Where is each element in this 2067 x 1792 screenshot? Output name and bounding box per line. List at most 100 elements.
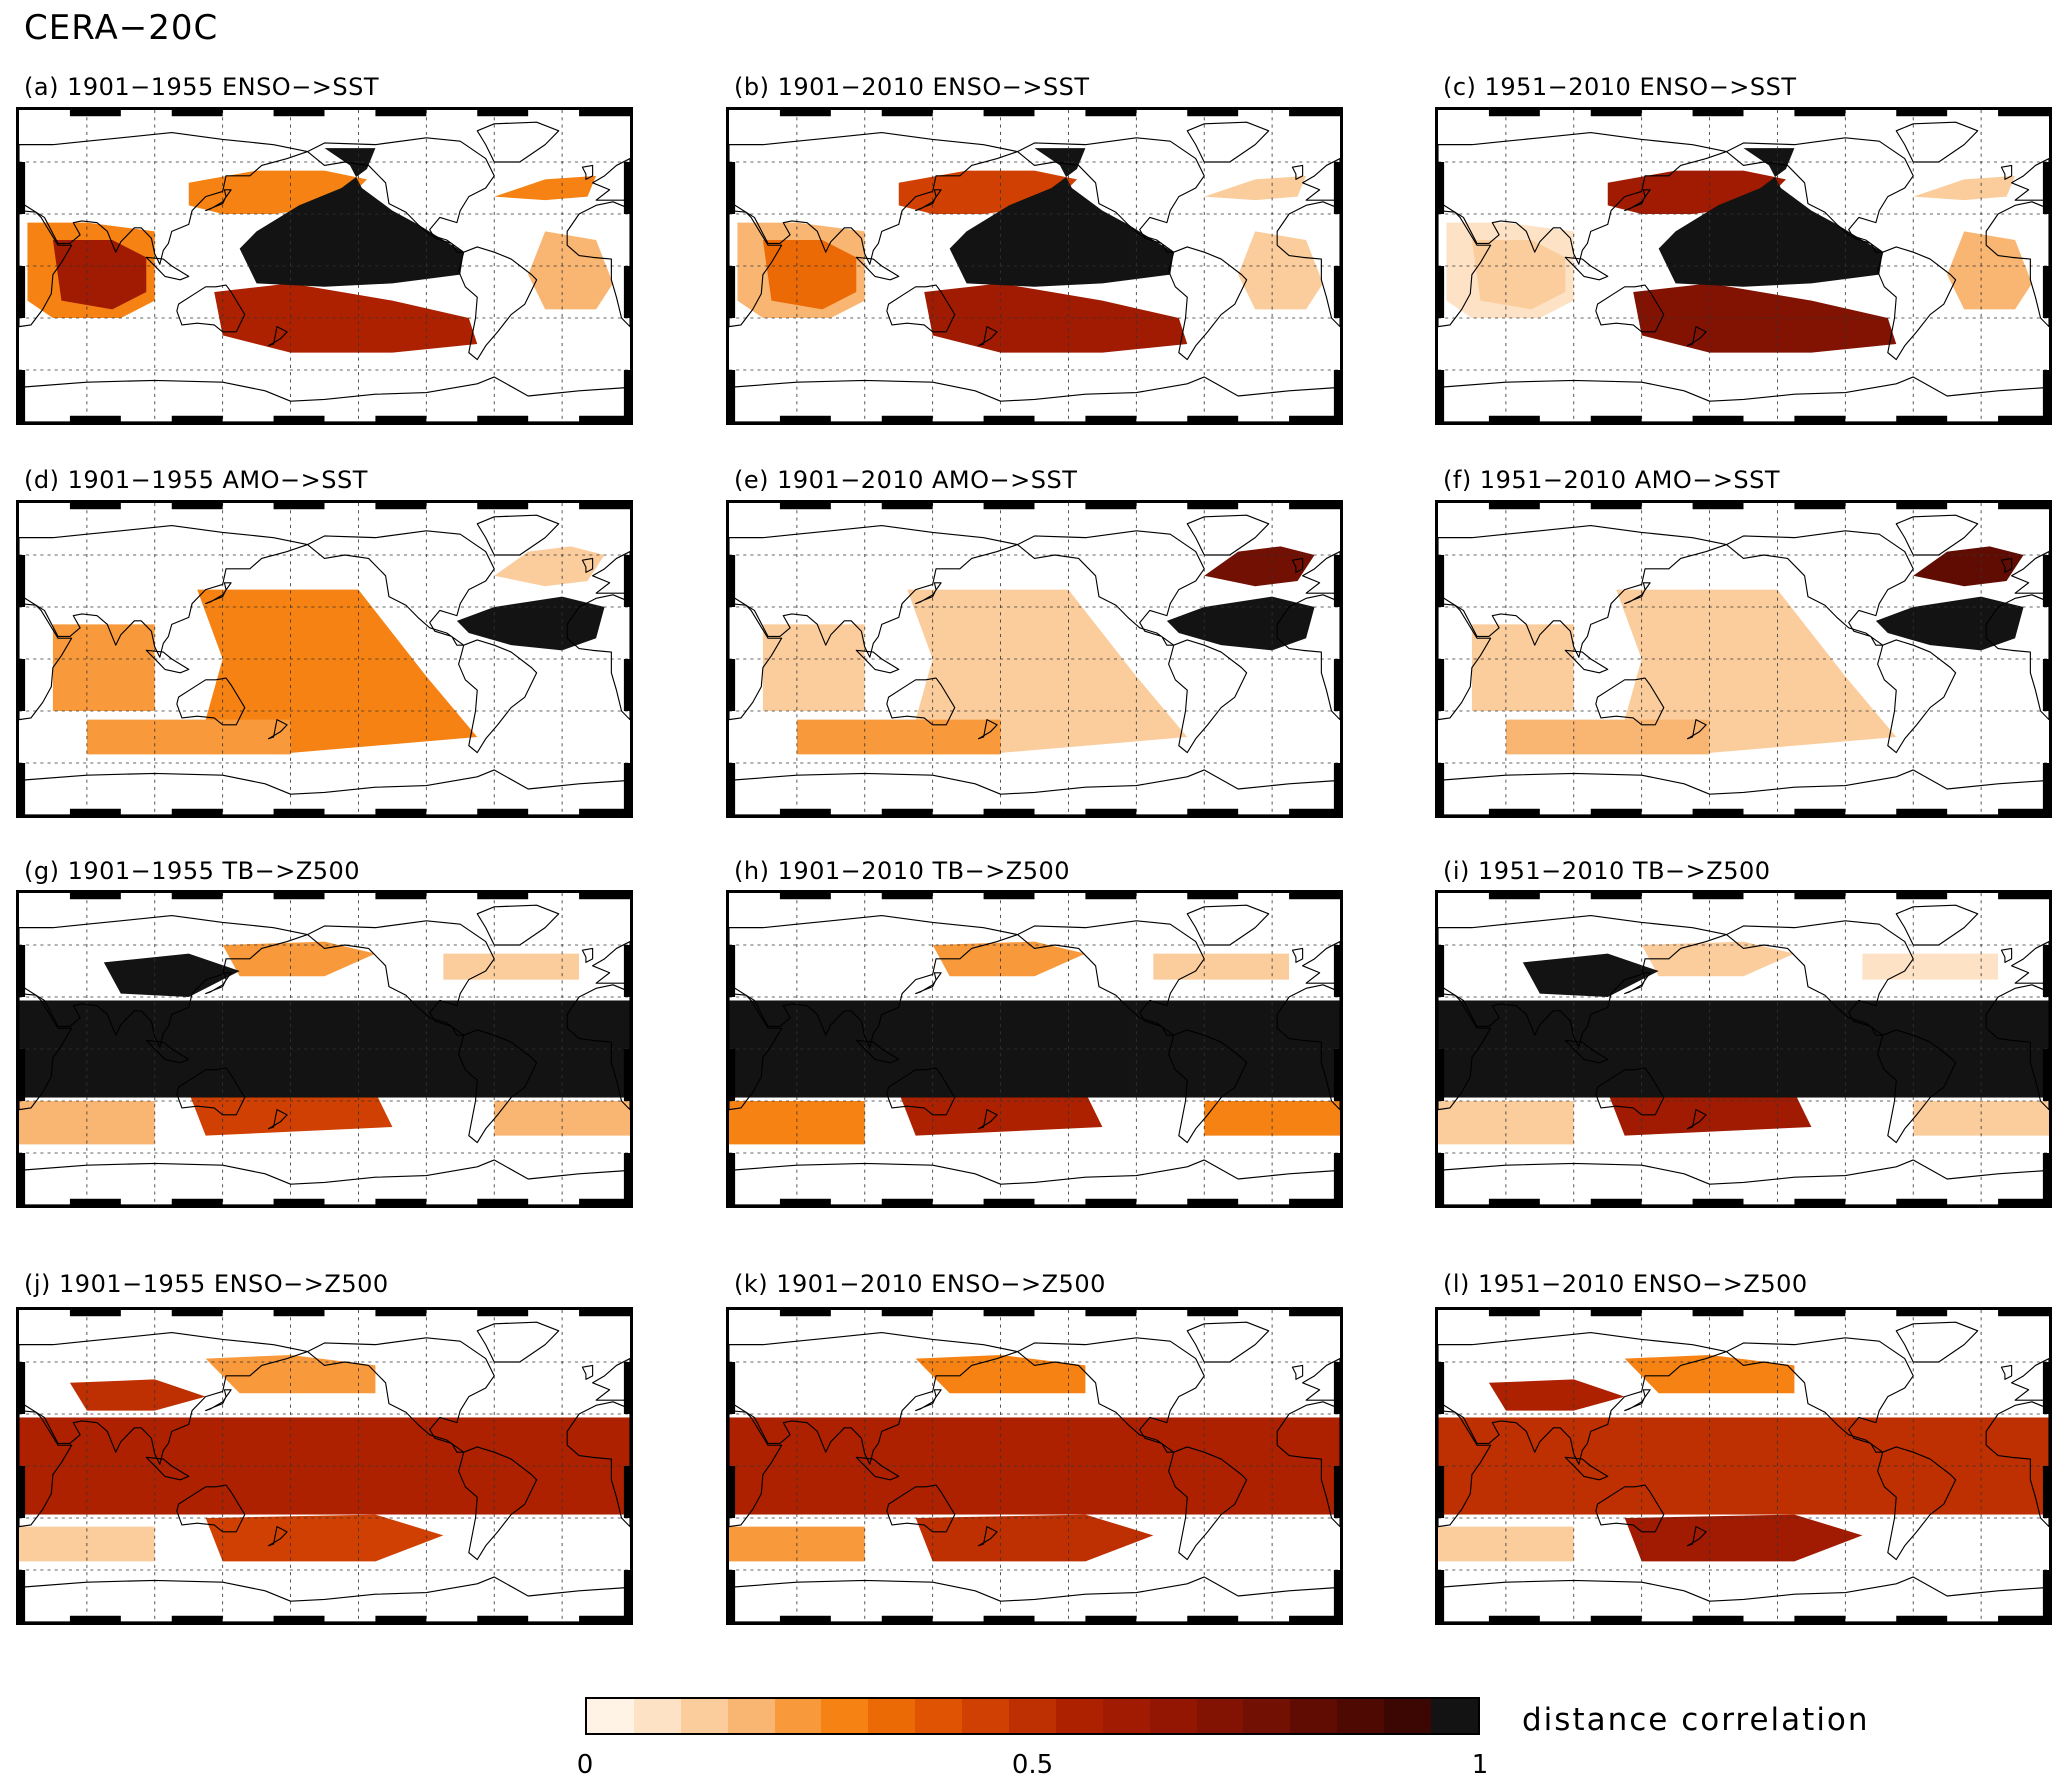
- coastline-japan: [915, 582, 942, 605]
- coastline-eurasia: [19, 914, 309, 1048]
- coastline-europeWest: [1302, 1357, 1340, 1401]
- field-nh-atlantic: [1153, 953, 1290, 980]
- field-south-pacific: [1633, 283, 1897, 353]
- coastline-antarctica: [1438, 1576, 2049, 1622]
- coastline-africa: [729, 209, 783, 328]
- coastline-africaWest: [1985, 1401, 2049, 1528]
- figure-title: CERA−20C: [24, 8, 219, 48]
- coastline-indonesia: [855, 1039, 900, 1064]
- field-pacific: [197, 589, 478, 755]
- coastline-uk: [2000, 947, 2013, 963]
- map-plot: [19, 503, 630, 815]
- coastline-eurasia: [1438, 914, 1728, 1048]
- panel-title: (h) 1901−2010 TB−>Z500: [734, 857, 1071, 885]
- map-plot: [19, 1310, 630, 1622]
- map-panel: [16, 1307, 633, 1625]
- coastline-africa: [729, 992, 783, 1111]
- coastline-japan: [1624, 582, 1651, 605]
- coastline-northAmerica: [306, 137, 495, 253]
- coastline-antarctica: [729, 376, 1340, 422]
- coastline-northAmerica: [1725, 530, 1914, 646]
- field-nh-asia: [1488, 1379, 1625, 1411]
- field-southern-ocean: [86, 719, 291, 755]
- coastline-africaWest: [566, 1401, 630, 1528]
- coastline-greenland: [1895, 904, 1979, 946]
- coastline-newZealand: [977, 719, 998, 740]
- coastline-africaWest: [566, 594, 630, 721]
- coastline-antarctica: [19, 1159, 630, 1205]
- field-southern-ocean: [1505, 719, 1710, 755]
- coastline-africaWest: [1985, 984, 2049, 1111]
- coastline-northAmerica: [1016, 137, 1205, 253]
- coastline-eurasia: [729, 914, 1019, 1048]
- map-plot: [729, 110, 1340, 422]
- coastline-africa: [19, 602, 73, 721]
- coastline-europeWest: [2011, 1357, 2049, 1401]
- panel-title: (g) 1901−1955 TB−>Z500: [24, 857, 361, 885]
- field-indian-core: [52, 240, 147, 310]
- field-asian-patch: [1522, 953, 1659, 997]
- coastline-australia: [1595, 1067, 1665, 1116]
- coastline-northAmerica: [306, 920, 495, 1036]
- coastline-greenland: [1186, 1321, 1270, 1363]
- coastline-southAmerica: [1168, 639, 1248, 754]
- map-plot: [729, 1310, 1340, 1622]
- coastline-northAmerica: [306, 1337, 495, 1453]
- coastline-japan: [915, 972, 942, 995]
- coastline-greenland: [1895, 121, 1979, 163]
- field-southern-ocean: [796, 719, 1001, 755]
- field-enso-core: [239, 148, 464, 287]
- field-tropical-band: [1438, 1417, 2049, 1515]
- coastline-japan: [205, 1389, 232, 1412]
- field-nh-asia: [69, 1379, 206, 1411]
- field-sh-west: [19, 1101, 155, 1145]
- field-tropical-band: [1438, 1000, 2049, 1098]
- field-enso-core: [1658, 148, 1883, 287]
- coastline-antarctica: [729, 769, 1340, 815]
- colorbar-swatch: [1055, 1699, 1103, 1733]
- map-panel: [1435, 500, 2052, 818]
- coastline-africa: [19, 1409, 73, 1528]
- panel-title: (e) 1901−2010 AMO−>SST: [734, 466, 1078, 494]
- field-north-atlantic: [1913, 175, 2016, 201]
- coastline-australia: [886, 677, 956, 726]
- coastline-europeWest: [592, 550, 630, 594]
- coastline-uk: [2000, 1364, 2013, 1380]
- coastline-africa: [729, 602, 783, 721]
- colorbar-swatch: [1431, 1699, 1478, 1733]
- panel-title: (c) 1951−2010 ENSO−>SST: [1443, 73, 1797, 101]
- map-plot: [19, 110, 630, 422]
- field-south-pacific: [214, 283, 478, 353]
- coastline-antarctica: [729, 1159, 1340, 1205]
- coastline-southAmerica: [1877, 246, 1957, 361]
- coastline-eurasia: [1438, 524, 1728, 658]
- coastline-uk: [581, 1364, 594, 1380]
- coastline-northAmerica: [1725, 920, 1914, 1036]
- coastline-greenland: [476, 514, 560, 556]
- coastline-japan: [205, 972, 232, 995]
- coastline-uk: [1291, 557, 1304, 573]
- coastline-australia: [1595, 1484, 1665, 1533]
- panel-title: (f) 1951−2010 AMO−>SST: [1443, 466, 1781, 494]
- panel-title: (b) 1901−2010 ENSO−>SST: [734, 73, 1090, 101]
- coastline-europeWest: [1302, 550, 1340, 594]
- coastline-northAmerica: [1725, 1337, 1914, 1453]
- coastline-southAmerica: [1168, 1446, 1248, 1561]
- map-panel: [726, 1307, 1343, 1625]
- coastline-southAmerica: [1877, 639, 1957, 754]
- field-amo-core: [456, 596, 605, 651]
- coastline-newZealand: [1686, 326, 1707, 347]
- coastline-japan: [1624, 1389, 1651, 1412]
- coastline-southAmerica: [458, 1029, 538, 1144]
- coastline-europeWest: [1302, 940, 1340, 984]
- colorbar-swatch: [1384, 1699, 1432, 1733]
- map-panel: [726, 890, 1343, 1208]
- coastline-indonesia: [145, 1456, 190, 1481]
- colorbar-swatch: [1243, 1699, 1291, 1733]
- field-north-atlantic: [494, 175, 597, 201]
- field-sh-east: [1913, 1101, 2049, 1136]
- coastline-southAmerica: [1168, 246, 1248, 361]
- coastline-europeWest: [2011, 940, 2049, 984]
- coastline-newZealand: [977, 1526, 998, 1547]
- coastline-uk: [2000, 557, 2013, 573]
